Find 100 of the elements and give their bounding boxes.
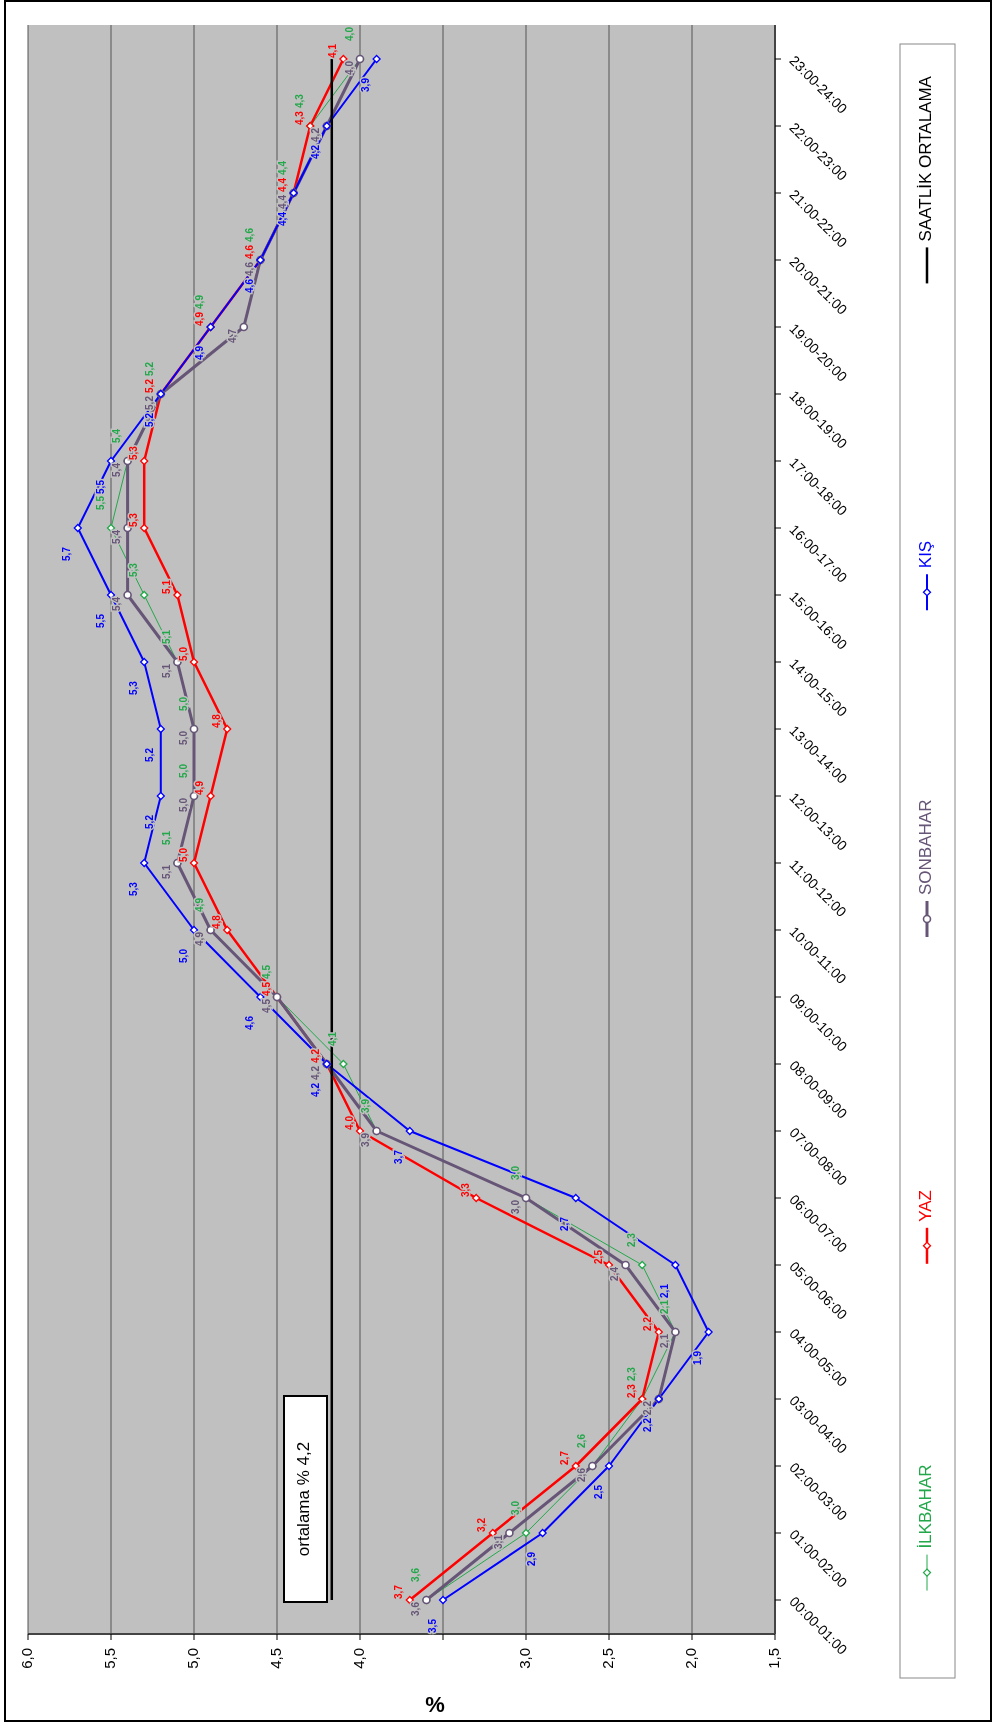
- data-label: 5,2: [144, 395, 156, 410]
- data-label: 4,1: [327, 1031, 339, 1046]
- data-label: 1,9: [692, 1350, 704, 1365]
- data-label: 3,0: [509, 1165, 521, 1180]
- data-label: 3,9: [360, 1098, 372, 1113]
- data-label: 5,3: [127, 562, 139, 577]
- data-label: 4,9: [194, 345, 206, 360]
- data-label: 4,3: [293, 93, 305, 108]
- data-label: 5,4: [111, 596, 123, 611]
- data-label: 3,7: [393, 1149, 405, 1164]
- data-label: 2,3: [625, 1366, 637, 1381]
- data-label: 4,3: [293, 110, 305, 125]
- data-label: 3,0: [509, 1199, 521, 1214]
- data-label: 5,1: [161, 663, 173, 678]
- data-label: 5,5: [94, 613, 106, 628]
- data-label: 4,2: [310, 1082, 322, 1097]
- data-label: 2,5: [592, 1249, 604, 1264]
- data-label: 5,7: [61, 546, 73, 561]
- data-label: 4,5: [260, 981, 272, 996]
- text: KIŞ: [916, 540, 936, 569]
- data-label: 5,0: [177, 847, 189, 862]
- text: SONBAHAR: [916, 799, 936, 895]
- data-label: 5,3: [127, 881, 139, 896]
- data-label: 3,5: [426, 1618, 438, 1633]
- data-label: 5,4: [111, 529, 123, 544]
- data-label: 5,3: [127, 445, 139, 460]
- data-label: 3,9: [360, 1132, 372, 1147]
- data-label: 4,0: [343, 1115, 355, 1130]
- data-label: 2,4: [609, 1266, 621, 1281]
- data-label: 3,0: [509, 1500, 521, 1515]
- data-label: 4,9: [194, 897, 206, 912]
- data-label: 2,3: [625, 1383, 637, 1398]
- data-label: 3,7: [393, 1584, 405, 1599]
- data-label: 4,4: [277, 177, 289, 192]
- data-label: 5,2: [144, 361, 156, 376]
- data-label: 2,7: [559, 1450, 571, 1465]
- data-label: 4,2: [310, 1065, 322, 1080]
- data-label: 5,4: [111, 428, 123, 443]
- data-label: 5,4: [111, 462, 123, 477]
- data-label: 5,1: [161, 864, 173, 879]
- x-tick-label: 3,0: [515, 1648, 533, 1669]
- data-label: 4,1: [327, 43, 339, 58]
- data-label: 5,0: [177, 730, 189, 745]
- x-tick-label: 2,0: [681, 1648, 699, 1669]
- data-label: 3,2: [476, 1517, 488, 1532]
- data-label: 4,8: [210, 713, 222, 728]
- data-label: 4,8: [210, 914, 222, 929]
- data-label: 4,9: [194, 311, 206, 326]
- data-label: 5,5: [94, 495, 106, 510]
- data-label: 4,4: [277, 194, 289, 209]
- data-label: 5,2: [144, 814, 156, 829]
- data-label: 5,2: [144, 747, 156, 762]
- data-label: 5,2: [144, 412, 156, 427]
- x-tick-label: 1,5: [764, 1648, 782, 1669]
- x-tick-label: 4,0: [349, 1648, 367, 1669]
- data-label: 5,3: [127, 512, 139, 527]
- data-label: 2,9: [526, 1551, 538, 1566]
- data-label: 4,5: [260, 964, 272, 979]
- annotation: ortalama % 4,2: [294, 1441, 314, 1557]
- data-label: 4,6: [244, 227, 256, 242]
- x-tick-label: 4,5: [266, 1648, 284, 1669]
- data-label: 5,0: [177, 646, 189, 661]
- x-tick-label: 2,5: [598, 1648, 616, 1669]
- data-label: 4,9: [194, 294, 206, 309]
- data-label: 2,6: [576, 1433, 588, 1448]
- data-label: 4,2: [310, 144, 322, 159]
- data-label: 2,7: [559, 1216, 571, 1231]
- data-label: 2,5: [592, 1484, 604, 1499]
- data-label: 5,3: [127, 680, 139, 695]
- data-label: 2,2: [642, 1400, 654, 1415]
- data-label: 2,2: [642, 1417, 654, 1432]
- data-label: 4,0: [343, 26, 355, 41]
- data-label: 4,6: [244, 244, 256, 259]
- x-tick-label: 6,0: [17, 1648, 35, 1669]
- x-tick-label: 5,0: [183, 1648, 201, 1669]
- data-label: 5,0: [177, 948, 189, 963]
- data-label: 4,6: [244, 278, 256, 293]
- data-label: 4,9: [194, 780, 206, 795]
- data-label: 4,2: [310, 1048, 322, 1063]
- data-label: 4,2: [310, 127, 322, 142]
- data-label: 2,1: [659, 1283, 671, 1298]
- data-label: 3,6: [410, 1567, 422, 1582]
- data-label: 4,5: [260, 998, 272, 1013]
- x-axis-title: %: [425, 1691, 445, 1717]
- data-label: 2,2: [642, 1316, 654, 1331]
- data-label: 2,1: [659, 1333, 671, 1348]
- data-label: 3,3: [459, 1182, 471, 1197]
- data-label: 4,6: [244, 1015, 256, 1030]
- data-label: 3,9: [360, 77, 372, 92]
- data-label: 5,0: [177, 763, 189, 778]
- data-label: 4,6: [244, 261, 256, 276]
- text: İLKBAHAR: [916, 1464, 936, 1549]
- data-label: 4,9: [194, 931, 206, 946]
- text: YAZ: [916, 1189, 936, 1222]
- data-label: 5,1: [161, 830, 173, 845]
- data-label: 5,2: [144, 378, 156, 393]
- data-label: 2,3: [625, 1232, 637, 1247]
- data-label: 5,0: [177, 696, 189, 711]
- data-label: 5,0: [177, 797, 189, 812]
- text: SAATLİK ORTALAMA: [916, 75, 936, 242]
